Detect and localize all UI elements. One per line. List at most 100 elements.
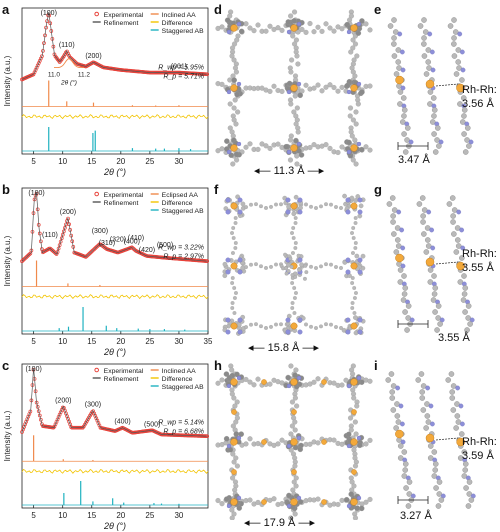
rhodium-atom xyxy=(230,24,238,32)
nitrogen-atom xyxy=(400,421,405,427)
rh-rh-value-g: 3.55 Å xyxy=(462,262,494,274)
wall-atom xyxy=(292,463,298,469)
legend-swatch-experimental xyxy=(94,11,99,17)
nitrogen-atom xyxy=(286,89,292,95)
rhodium-atom xyxy=(350,144,358,152)
linker-atom xyxy=(231,236,236,240)
nitrogen-atom xyxy=(237,197,243,203)
x-tick-label: 25 xyxy=(145,337,154,346)
chain-atom xyxy=(405,315,411,321)
chain-atom xyxy=(431,107,438,113)
rh-rh-label-i: Rh-Rh: xyxy=(462,436,497,448)
chain-atom xyxy=(394,401,400,407)
nitrogen-atom xyxy=(408,139,414,145)
chain-atom xyxy=(451,17,457,23)
carbon-atom xyxy=(286,269,291,273)
wall-atom xyxy=(363,441,369,447)
wall-atom xyxy=(288,431,294,437)
panel-letter-g: g xyxy=(374,182,382,197)
wall-atom xyxy=(271,83,277,89)
linker-atom xyxy=(244,325,248,330)
nitrogen-atom xyxy=(226,443,232,449)
rhodium-atom xyxy=(456,261,465,271)
rhodium-atom xyxy=(350,378,358,386)
linker-atom xyxy=(319,264,323,269)
wall-atom xyxy=(219,501,225,507)
nitrogen-atom xyxy=(285,329,291,335)
chain-atom xyxy=(454,401,460,407)
nitrogen-atom xyxy=(346,443,352,449)
chain-atom xyxy=(393,425,399,431)
chain-atom xyxy=(403,485,409,491)
experimental-point xyxy=(56,246,61,251)
chain-atom xyxy=(461,107,468,113)
nitrogen-atom xyxy=(345,329,351,335)
linker-atom xyxy=(334,265,338,269)
carbon-atom xyxy=(360,253,366,259)
experimental-point xyxy=(22,257,26,262)
chain-atom xyxy=(421,41,427,47)
chain-atom xyxy=(438,497,445,503)
rhodium-atom xyxy=(395,75,404,85)
nitrogen-atom xyxy=(225,209,231,215)
carbon-atom xyxy=(358,146,365,153)
wall-atom xyxy=(229,367,235,373)
nitrogen-atom xyxy=(460,421,465,427)
nitrogen-atom xyxy=(297,257,303,263)
framework-lattice-d xyxy=(215,9,373,167)
wall-atom xyxy=(367,437,373,443)
linker-atom xyxy=(231,226,236,230)
legend-label: Staggered AB xyxy=(162,208,204,215)
wall-atom xyxy=(354,53,360,59)
rhodium-atom xyxy=(230,262,238,270)
linker-atom xyxy=(309,204,313,209)
linker-atom xyxy=(233,246,238,250)
wall-atom xyxy=(353,121,359,127)
nitrogen-atom xyxy=(357,197,363,203)
nitrogen-atom xyxy=(400,439,406,445)
wall-atom xyxy=(331,380,337,386)
chain-atom xyxy=(430,297,437,303)
rhodium-atom xyxy=(350,24,358,32)
carbon-atom xyxy=(297,267,302,272)
wall-atom xyxy=(247,141,253,147)
nitrogen-atom xyxy=(468,139,474,145)
nitrogen-atom xyxy=(356,435,362,441)
linker-atom xyxy=(231,251,235,255)
wall-atom xyxy=(339,26,345,32)
linker-atom xyxy=(350,231,354,235)
chain-atom xyxy=(402,149,409,155)
carbon-atom xyxy=(283,143,289,150)
chain-atom xyxy=(433,485,439,491)
nitrogen-atom xyxy=(236,81,242,87)
legend-label: Eclipsed AA xyxy=(162,192,199,199)
carbon-atom xyxy=(354,253,360,259)
experimental-point xyxy=(90,249,94,254)
wall-atom xyxy=(267,381,273,387)
experimental-point xyxy=(88,413,92,418)
wall-atom xyxy=(311,379,317,385)
arrow-right-icon: —▸ xyxy=(298,517,315,529)
panel-letter-d: d xyxy=(214,2,222,17)
wall-atom xyxy=(243,144,249,150)
wall-atom xyxy=(215,380,221,386)
carbon-atom xyxy=(293,137,299,144)
rhodium-atom xyxy=(350,438,358,446)
chain-atom xyxy=(385,377,392,383)
wall-atom xyxy=(279,27,285,33)
wall-atom xyxy=(319,28,325,34)
chain-atom xyxy=(450,219,456,225)
peak-label: (500) xyxy=(157,242,173,249)
chain-atom xyxy=(421,35,427,41)
chain-atom xyxy=(461,273,467,279)
wall-atom xyxy=(292,419,298,425)
wall-atom xyxy=(219,81,225,87)
nitrogen-atom xyxy=(296,375,302,381)
carbon-atom xyxy=(355,194,361,199)
carbon-atom xyxy=(297,92,303,98)
chain-atom xyxy=(424,225,431,231)
wall-atom xyxy=(348,427,354,433)
wall-atom xyxy=(352,419,358,425)
peak-label: (320) xyxy=(110,237,126,244)
linker-atom xyxy=(339,205,343,210)
